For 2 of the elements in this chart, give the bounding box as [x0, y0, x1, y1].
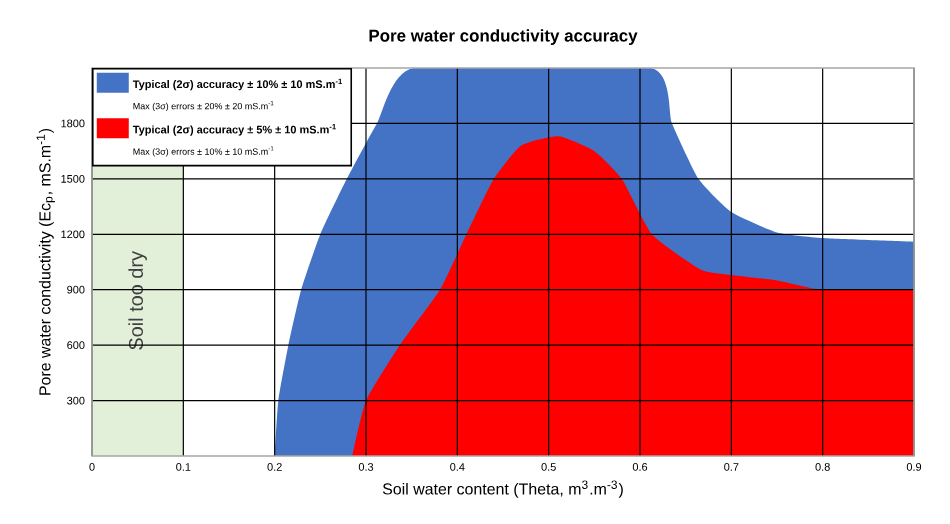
chart-title: Pore water conductivity accuracy — [369, 29, 638, 45]
band-label: Soil too dry — [128, 251, 147, 350]
